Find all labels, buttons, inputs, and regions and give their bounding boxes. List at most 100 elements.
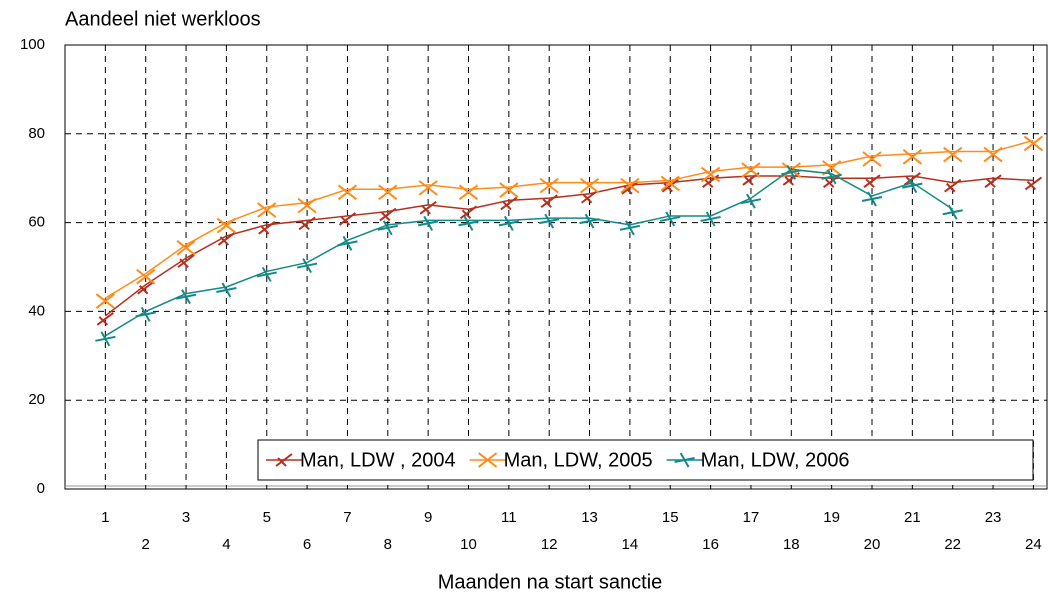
data-point (95, 331, 116, 347)
data-point (337, 184, 358, 201)
data-point (620, 177, 640, 194)
series-line (104, 168, 954, 337)
x-tick-label: 17 (743, 509, 760, 526)
data-point (498, 215, 520, 231)
y-tick-label: 0 (37, 480, 45, 497)
data-point (539, 213, 560, 229)
data-point (338, 212, 357, 226)
legend: Man, LDW , 2004 Man, LDW, 2005 Man, LDW, 2… (257, 439, 1034, 481)
data-point (135, 306, 156, 322)
data-point (740, 193, 762, 209)
y-tick-label: 100 (20, 36, 45, 53)
data-point (984, 174, 1002, 188)
x-tick-label: 14 (622, 536, 639, 553)
x-tick-label: 8 (384, 536, 392, 553)
data-point (821, 169, 842, 185)
data-point (902, 178, 923, 194)
data-point (378, 184, 398, 201)
data-point (137, 280, 155, 295)
data-point (580, 189, 599, 204)
legend-marker (478, 452, 498, 468)
data-point (942, 204, 963, 220)
legend-label: Man, LDW, 2005 (504, 449, 653, 471)
plot-frame (64, 44, 1048, 490)
data-point (216, 282, 237, 298)
data-point (983, 146, 1003, 163)
data-point (459, 205, 478, 220)
data-point (781, 164, 802, 180)
data-point (217, 232, 235, 246)
x-tick-label: 1 (101, 509, 109, 526)
x-tick-label: 18 (783, 536, 800, 553)
x-tick-label: 10 (460, 536, 477, 553)
x-tick-label: 24 (1025, 536, 1042, 553)
x-tick-label: 22 (944, 536, 961, 553)
series-line (104, 175, 1034, 317)
data-point (258, 221, 276, 235)
data-point (902, 148, 922, 165)
y-tick-label: 80 (28, 125, 45, 142)
legend-marker (275, 453, 293, 467)
data-point (177, 254, 195, 268)
x-tick-label: 12 (541, 536, 558, 553)
data-point (499, 182, 519, 198)
x-tick-label: 2 (142, 536, 150, 553)
data-point (700, 211, 721, 227)
data-point (458, 184, 479, 201)
data-point (418, 180, 438, 196)
data-point (296, 258, 318, 274)
legend-box (257, 439, 1034, 481)
data-point (297, 197, 317, 214)
data-point (943, 146, 963, 163)
data-point (337, 235, 358, 251)
x-tick-label: 15 (662, 509, 679, 526)
data-point (96, 312, 114, 326)
data-point (257, 202, 277, 218)
series-line (104, 139, 1034, 299)
data-point (579, 177, 600, 194)
data-point (216, 217, 237, 234)
y-axis-label: Aandeel niet werkloos (65, 8, 261, 30)
x-tick-label: 20 (864, 536, 881, 553)
y-tick-label: 60 (28, 214, 45, 231)
data-point (1023, 135, 1044, 152)
x-tick-label: 23 (985, 509, 1002, 526)
data-point (661, 178, 679, 193)
x-tick-label: 11 (501, 509, 517, 526)
data-point (621, 181, 639, 195)
x-tick-label: 7 (343, 509, 351, 526)
data-point (619, 220, 641, 236)
data-point (419, 201, 437, 215)
x-tick-label: 6 (303, 536, 311, 553)
data-point (540, 194, 558, 208)
data-point (298, 216, 316, 231)
x-tick-label: 16 (702, 536, 719, 553)
data-point (175, 289, 197, 305)
data-point (702, 174, 720, 188)
data-point (1024, 176, 1042, 191)
y-tick-label: 20 (28, 391, 45, 408)
data-point (256, 266, 277, 282)
data-point (660, 175, 680, 192)
x-tick-label: 3 (182, 509, 190, 526)
data-point (862, 151, 882, 167)
x-axis-label: Maanden na start sanctie (438, 571, 663, 593)
data-point (861, 191, 883, 207)
data-point (539, 177, 559, 194)
legend-marker (674, 452, 695, 468)
data-point (136, 268, 156, 285)
x-tick-label: 21 (904, 509, 921, 526)
legend-label: Man, LDW , 2004 (300, 449, 456, 471)
x-tick-label: 4 (222, 536, 230, 553)
x-tick-label: 5 (263, 509, 271, 526)
data-point (500, 196, 518, 211)
data-point (944, 178, 962, 193)
data-point (458, 215, 479, 231)
data-point (700, 166, 721, 183)
data-point (741, 162, 761, 178)
legend-label: Man, LDW, 2006 (701, 449, 850, 471)
data-point (95, 293, 115, 309)
x-tick-label: 13 (581, 509, 598, 526)
data-point (863, 174, 881, 188)
